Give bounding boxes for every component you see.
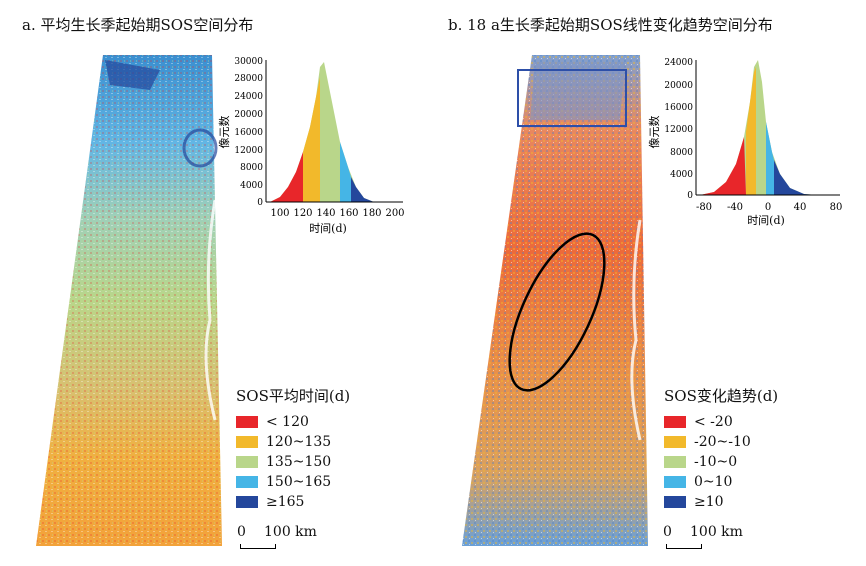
- scale-bar-a: 0 100 km: [237, 524, 330, 554]
- hist-b-xtick: -40: [727, 202, 743, 213]
- hist-a-ytick: 12000: [234, 146, 263, 156]
- hist-b-xtick: 40: [794, 202, 807, 213]
- hist-a-xlabel: 时间(d): [309, 222, 347, 235]
- legend-swatch: [236, 436, 258, 448]
- hist-b-xtick: -80: [696, 202, 712, 213]
- hist-b-ytick: 16000: [664, 103, 693, 113]
- hist-a-xtick: 140: [316, 208, 335, 219]
- legend-label: ≥10: [694, 494, 724, 510]
- legend-label: < -20: [694, 414, 733, 430]
- hist-a-ylabel: 像元数: [218, 116, 231, 149]
- legend-a-title: SOS平均时间(d): [236, 387, 351, 405]
- legend-a-item: ≥165: [236, 492, 350, 512]
- panel-b-title: b. 18 a生长季起始期SOS线性变化趋势空间分布: [448, 16, 773, 34]
- scale-end: 100 km: [690, 524, 743, 540]
- legend-swatch: [236, 476, 258, 488]
- legend-b-item: < -20: [664, 412, 778, 432]
- legend-label: 0~10: [694, 474, 733, 490]
- legend-b: SOS变化趋势(d) < -20 -20~-10 -10~0 0~10 ≥10: [664, 385, 778, 512]
- legend-swatch: [664, 456, 686, 468]
- legend-label: < 120: [266, 414, 309, 430]
- panel-a-title: a. 平均生长季起始期SOS空间分布: [22, 16, 254, 34]
- histogram-b: 24000 20000 16000 12000 8000 4000 0 -80 …: [648, 52, 858, 244]
- map-b: [462, 55, 648, 546]
- hist-a-ytick: 20000: [234, 110, 263, 120]
- hist-b-ytick: 20000: [664, 81, 693, 91]
- hist-b-bars: [700, 60, 818, 195]
- hist-b-xtick: 0: [765, 202, 771, 213]
- hist-b-ytick: 4000: [670, 170, 693, 180]
- highlight-ellipse: [508, 232, 606, 392]
- legend-label: 150~165: [266, 474, 332, 490]
- legend-swatch: [236, 416, 258, 428]
- legend-b-title: SOS变化趋势(d): [664, 387, 779, 405]
- legend-a: SOS平均时间(d) < 120 120~135 135~150 150~165…: [236, 385, 350, 512]
- hist-a-ytick: 30000: [234, 57, 263, 67]
- legend-swatch: [236, 456, 258, 468]
- hist-a-ytick: 24000: [234, 92, 263, 102]
- legend-swatch: [664, 436, 686, 448]
- hist-b-ytick: 24000: [664, 58, 693, 68]
- hist-b-ytick: 8000: [670, 148, 693, 158]
- hist-b-ytick: 12000: [664, 125, 693, 135]
- hist-a-ytick: 4000: [240, 181, 263, 191]
- hist-a-ytick: 16000: [234, 128, 263, 138]
- hist-a-ytick: 8000: [240, 163, 263, 173]
- hist-a-xtick: 180: [362, 208, 381, 219]
- hist-a-bars: [270, 62, 374, 202]
- legend-label: -20~-10: [694, 434, 751, 450]
- legend-b-item: ≥10: [664, 492, 778, 512]
- legend-b-item: -10~0: [664, 452, 778, 472]
- scale-start: 0: [237, 524, 246, 540]
- hist-b-xlabel: 时间(d): [747, 214, 785, 227]
- legend-label: 135~150: [266, 454, 332, 470]
- legend-label: 120~135: [266, 434, 332, 450]
- hist-b-ytick: 0: [687, 191, 693, 201]
- histogram-a: 30000 28000 24000 20000 16000 12000 8000…: [218, 52, 418, 244]
- scale-bar-b: 0 100 km: [663, 524, 756, 554]
- legend-b-item: -20~-10: [664, 432, 778, 452]
- hist-a-ytick: 28000: [234, 74, 263, 84]
- legend-label: -10~0: [694, 454, 738, 470]
- legend-a-item: 135~150: [236, 452, 350, 472]
- legend-a-item: < 120: [236, 412, 350, 432]
- map-a: [36, 55, 222, 546]
- hist-a-xtick: 160: [339, 208, 358, 219]
- hist-a-ytick: 0: [257, 198, 263, 208]
- legend-swatch: [664, 416, 686, 428]
- scale-end: 100 km: [264, 524, 317, 540]
- hist-b-xtick: 80: [830, 202, 843, 213]
- legend-label: ≥165: [266, 494, 305, 510]
- scale-start: 0: [663, 524, 672, 540]
- hist-a-xtick: 100: [270, 208, 289, 219]
- legend-b-item: 0~10: [664, 472, 778, 492]
- hist-a-xtick: 200: [385, 208, 404, 219]
- hist-b-ylabel: 像元数: [648, 116, 661, 149]
- legend-swatch: [236, 496, 258, 508]
- highlight-box: [517, 69, 627, 127]
- hist-a-xtick: 120: [293, 208, 312, 219]
- legend-swatch: [664, 496, 686, 508]
- legend-swatch: [664, 476, 686, 488]
- legend-a-item: 120~135: [236, 432, 350, 452]
- legend-a-item: 150~165: [236, 472, 350, 492]
